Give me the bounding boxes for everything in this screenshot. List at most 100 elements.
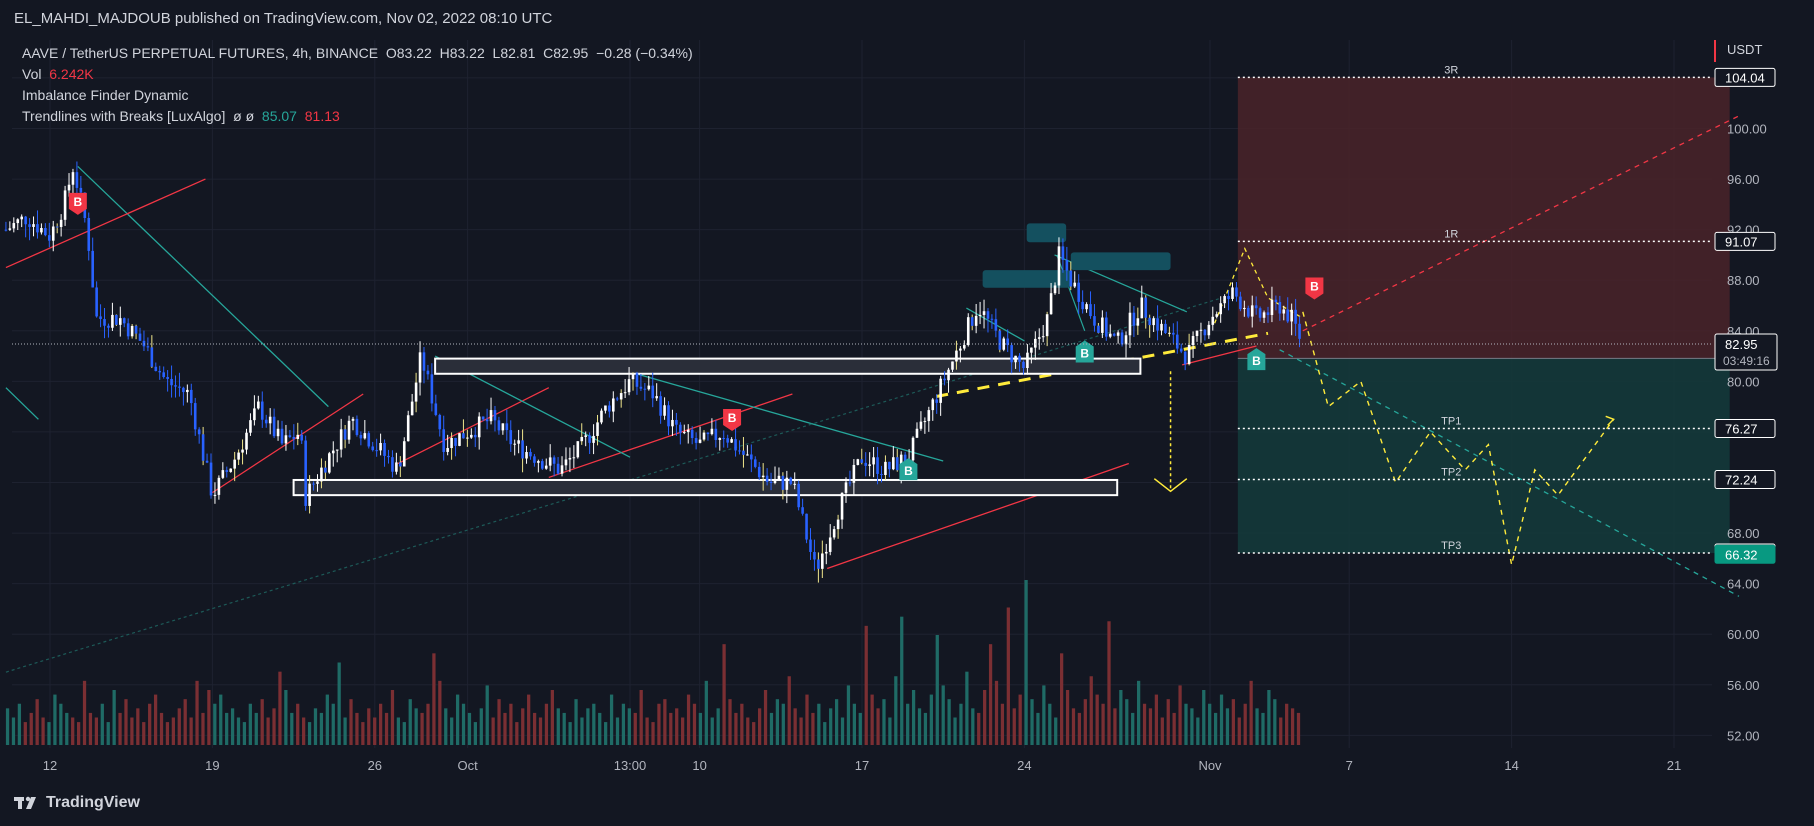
candle-body	[1049, 293, 1053, 315]
legend-row-indicator-1[interactable]: Imbalance Finder Dynamic	[22, 87, 189, 103]
signal-badge	[723, 409, 742, 432]
candle-body	[982, 311, 986, 315]
volume-bar	[752, 722, 756, 745]
candle-body	[1175, 334, 1179, 349]
candle-body	[402, 441, 406, 467]
volume-bar	[230, 708, 235, 745]
volume-bar	[1036, 712, 1040, 745]
candle-body	[698, 439, 702, 443]
candle-body	[994, 319, 998, 331]
price-tag-box	[1714, 231, 1776, 251]
candle-body	[517, 440, 520, 444]
volume-bar	[781, 703, 785, 745]
candle-body	[450, 437, 453, 449]
chart-canvas[interactable]: B B B B B B 3R 1R TP1 TP2 TP3 USDT 52.00 56.00 60.00…	[0, 0, 1814, 790]
volume-bar	[615, 717, 620, 745]
legend-row-symbol[interactable]: AAVE / TetherUS PERPETUAL FUTURES, 4h, B…	[22, 45, 693, 61]
candle-body	[580, 436, 584, 442]
signal-marker[interactable]: B	[1247, 348, 1266, 371]
trendline-red-up-2	[212, 393, 364, 494]
candle-body	[63, 190, 67, 220]
volume-bar	[438, 680, 442, 745]
drop-arrow-head	[1153, 478, 1188, 493]
tradingview-logo[interactable]: TradingView	[14, 794, 140, 812]
legend-row-volume[interactable]: Vol 6.242K	[22, 66, 94, 82]
candle-body	[138, 333, 142, 341]
candle-body	[899, 454, 903, 471]
signal-marker[interactable]: B	[899, 458, 918, 481]
candle-body	[824, 551, 828, 554]
candle-body	[627, 379, 631, 393]
signal-label: B	[1080, 347, 1089, 361]
volume-bar	[965, 671, 969, 745]
candle-body	[966, 317, 970, 346]
volume-bar	[562, 712, 566, 745]
candle-body	[193, 403, 197, 430]
candle-body	[371, 446, 375, 451]
candle-body	[363, 433, 367, 439]
volume-bar	[88, 712, 93, 745]
candle-body	[118, 318, 122, 325]
signal-badge	[899, 458, 918, 481]
candle-body	[446, 448, 449, 452]
candle-body	[903, 454, 907, 464]
candle-body	[48, 235, 51, 241]
change-value: −0.28 (−0.34%)	[596, 45, 693, 61]
volume-bar	[1208, 703, 1212, 745]
price-tag-box	[1714, 419, 1776, 439]
volume-bar	[1273, 699, 1277, 745]
footer-bar: TradingView	[0, 790, 1814, 826]
candle-body	[722, 438, 726, 440]
candle-body	[426, 370, 430, 375]
candle-body	[840, 492, 844, 520]
candle-body	[560, 465, 564, 474]
volume-bar	[467, 712, 472, 745]
candle-body	[1282, 309, 1286, 314]
candle-body	[1006, 338, 1009, 346]
candle-body	[927, 410, 931, 422]
candle-body	[335, 449, 339, 451]
volume-bar	[1000, 703, 1005, 745]
candle-body	[943, 378, 946, 381]
time-tick-label: 13:00	[614, 758, 647, 773]
candle-body	[635, 373, 639, 387]
volume-bar	[225, 712, 229, 745]
volume-bar	[408, 699, 412, 745]
signal-marker[interactable]: B	[1305, 277, 1324, 300]
tradingview-logo-icon	[14, 796, 36, 809]
candle-body	[233, 459, 236, 469]
volume-bar	[11, 717, 16, 745]
volume-bar	[355, 712, 359, 745]
volume-bar	[1083, 699, 1087, 745]
volume-bar	[1101, 703, 1105, 745]
signal-marker[interactable]: B	[68, 192, 87, 215]
candle-body	[1179, 348, 1183, 352]
candle-body	[1254, 305, 1258, 309]
candle-body	[166, 376, 169, 379]
volume-bar	[544, 703, 549, 745]
candle-body	[430, 374, 434, 404]
candle-body	[533, 456, 536, 463]
candle-body	[548, 457, 552, 466]
price-tick-label: 68.00	[1727, 526, 1760, 541]
candle-body	[158, 371, 162, 373]
volume-bar	[302, 717, 306, 745]
volume-bar	[1077, 712, 1082, 745]
candle-body	[387, 455, 390, 458]
candle-body	[418, 352, 422, 383]
volume-bar	[207, 690, 211, 745]
price-tick-label: 60.00	[1727, 627, 1760, 642]
volume-bar	[1012, 708, 1016, 745]
candle-body	[142, 340, 146, 347]
candle-body	[706, 432, 710, 435]
candle-body	[659, 396, 662, 416]
candle-body	[576, 441, 580, 458]
price-tick-label: 80.00	[1727, 374, 1760, 389]
legend-row-indicator-2[interactable]: Trendlines with Breaks [LuxAlgo] ø ø 85.…	[22, 108, 340, 124]
signal-marker[interactable]: B	[723, 409, 742, 432]
candle-body	[477, 416, 481, 438]
volume-bar	[870, 694, 874, 745]
volume-bar	[165, 722, 170, 745]
signal-marker[interactable]: B	[1075, 340, 1094, 363]
candle-body	[919, 421, 923, 429]
